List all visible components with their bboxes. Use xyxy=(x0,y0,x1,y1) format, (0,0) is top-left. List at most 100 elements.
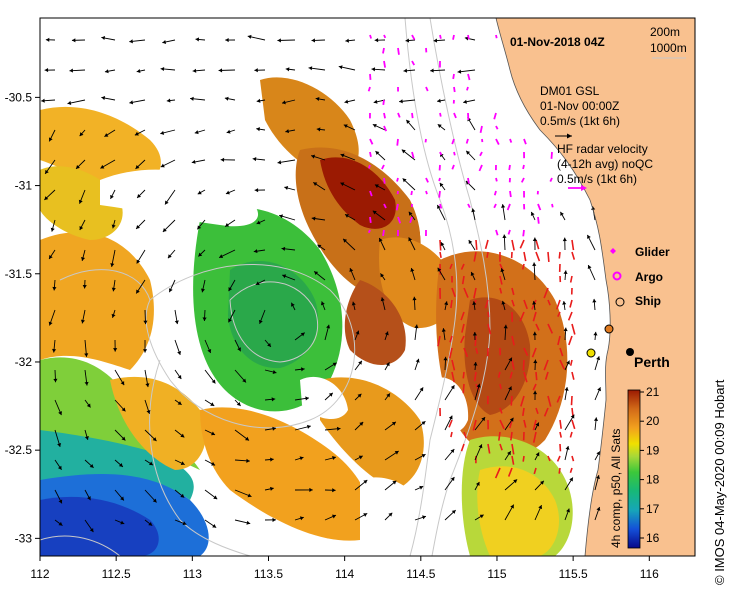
glider-tick xyxy=(383,203,387,209)
velocity-arrowhead xyxy=(137,194,142,198)
velocity-arrowhead xyxy=(192,68,197,73)
velocity-arrowhead xyxy=(479,514,484,519)
glider-tick xyxy=(381,164,385,170)
velocity-arrowhead xyxy=(121,407,126,412)
glider-tick xyxy=(467,177,470,184)
velocity-arrowhead xyxy=(111,313,116,318)
radar-arrow xyxy=(522,359,525,371)
glider-tick xyxy=(478,164,483,172)
velocity-arrowhead xyxy=(472,301,477,305)
velocity-arrowhead xyxy=(386,393,391,398)
velocity-arrowhead xyxy=(69,68,73,73)
velocity-arrowhead xyxy=(71,38,76,43)
hf-radar-arrows xyxy=(437,239,576,479)
glider-tick xyxy=(495,138,500,145)
velocity-arrowhead xyxy=(419,485,424,490)
velocity-arrowhead xyxy=(440,242,445,247)
radar-arrow xyxy=(569,299,573,308)
y-tick-label: -31 xyxy=(15,179,33,193)
velocity-arrowhead xyxy=(338,65,343,70)
velocity-arrowhead xyxy=(285,129,290,134)
colorbar-tick-label: 19 xyxy=(646,443,660,457)
radar-scale: 0.5m/s (1kt 6h) xyxy=(557,172,637,186)
velocity-arrowhead xyxy=(89,528,94,533)
velocity-arrowhead xyxy=(228,318,232,323)
velocity-arrowhead xyxy=(566,508,570,513)
radar-arrow xyxy=(449,335,453,343)
velocity-arrowhead xyxy=(437,98,441,103)
radar-arrow xyxy=(571,239,575,251)
glider-tick xyxy=(369,34,373,39)
velocity-arrowhead xyxy=(84,381,89,386)
velocity-arrowhead xyxy=(471,208,476,213)
velocity-arrowhead xyxy=(101,96,106,101)
velocity-arrowhead xyxy=(533,359,538,364)
velocity-arrowhead xyxy=(152,437,157,442)
depth-legend-200m: 200m xyxy=(650,25,680,39)
velocity-arrowhead xyxy=(284,186,289,191)
velocity-arrowhead xyxy=(535,422,540,427)
velocity-arrowhead xyxy=(332,362,337,367)
glider-tick xyxy=(523,138,527,145)
velocity-arrowhead xyxy=(200,288,205,293)
velocity-arrowhead xyxy=(421,454,426,458)
glider-tick xyxy=(451,138,455,145)
radar-arrow xyxy=(463,347,469,358)
radar-line1: HF radar velocity xyxy=(557,142,648,156)
velocity-arrowhead xyxy=(328,392,333,397)
velocity-arrowhead xyxy=(374,184,379,189)
velocity-arrowhead xyxy=(530,211,535,216)
argo-icon xyxy=(612,271,622,281)
radar-arrow xyxy=(449,263,453,270)
glider-tick xyxy=(507,229,511,235)
velocity-arrowhead xyxy=(211,431,216,436)
x-tick-label: 114.5 xyxy=(406,567,435,581)
velocity-arrowhead xyxy=(343,124,348,129)
velocity-arrowhead xyxy=(58,499,63,504)
glider-tick xyxy=(509,138,513,143)
velocity-arrowhead xyxy=(457,69,462,74)
radar-arrow xyxy=(523,371,528,383)
radar-arrow xyxy=(460,311,465,321)
velocity-arrowhead xyxy=(443,356,448,361)
velocity-arrowhead xyxy=(358,455,363,460)
glider-tick xyxy=(509,190,512,198)
radar-arrow xyxy=(462,371,465,379)
glider-tick xyxy=(425,86,429,92)
velocity-arrowhead xyxy=(285,67,290,72)
glider-tick xyxy=(410,190,413,196)
velocity-arrowhead xyxy=(146,409,151,414)
velocity-arrowhead xyxy=(166,98,171,103)
velocity-arrowhead xyxy=(374,38,379,43)
x-tick-label: 115.5 xyxy=(559,567,588,581)
velocity-arrowhead xyxy=(52,286,57,291)
radar-arrow xyxy=(559,347,564,357)
radar-arrow xyxy=(451,287,456,297)
velocity-arrowhead xyxy=(532,331,537,336)
velocity-arrowhead xyxy=(58,521,63,526)
glider-tick xyxy=(493,190,497,196)
velocity-arrowhead xyxy=(177,375,182,380)
glider-tick xyxy=(467,34,470,40)
radar-arrow xyxy=(559,359,565,370)
velocity-arrowhead xyxy=(570,414,575,419)
radar-arrow xyxy=(568,335,573,346)
radar-arrow xyxy=(532,311,537,322)
radar-arrow xyxy=(569,359,573,366)
radar-arrow xyxy=(558,251,561,259)
legend-ship: Ship xyxy=(635,294,661,308)
velocity-arrowhead xyxy=(252,157,257,162)
velocity-arrowhead xyxy=(501,300,506,305)
radar-arrow xyxy=(473,371,477,382)
velocity-arrowhead xyxy=(177,401,182,405)
glider-tick xyxy=(453,112,457,119)
glider-tick xyxy=(495,34,498,39)
glider-tick xyxy=(383,112,386,119)
velocity-arrowhead xyxy=(507,451,511,456)
velocity-arrowhead xyxy=(332,514,336,519)
velocity-arrowhead xyxy=(45,169,49,174)
velocity-arrowhead xyxy=(272,426,277,431)
velocity-arrowhead xyxy=(121,436,126,441)
velocity-arrowhead xyxy=(281,246,286,251)
radar-arrow xyxy=(462,383,465,394)
